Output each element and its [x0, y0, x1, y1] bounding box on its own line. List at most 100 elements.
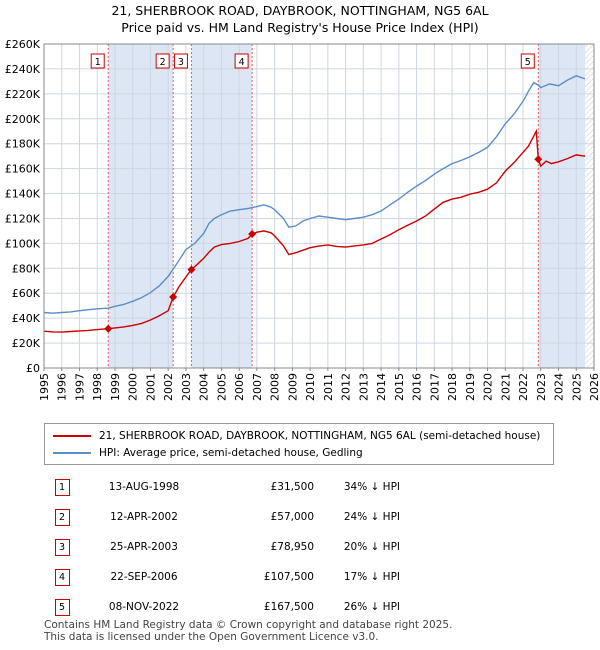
x-tick-label: 2016 — [411, 373, 424, 401]
transaction-price: £31,500 — [270, 481, 314, 493]
transaction-date: 12-APR-2002 — [110, 511, 178, 523]
y-tick-label: £160K — [5, 163, 41, 176]
legend-hpi-swatch — [53, 452, 91, 454]
x-tick-label: 2021 — [499, 373, 512, 401]
hpi-series-line — [43, 75, 586, 314]
sale-label: 3 — [178, 57, 184, 68]
plot-frame — [43, 43, 595, 369]
legend-hpi-label: HPI: Average price, semi-detached house,… — [99, 447, 363, 459]
x-tick-label: 1996 — [56, 373, 69, 401]
x-tick-label: 2008 — [269, 373, 282, 401]
price-chart: 1 2 3 4 5 £0 £20K £40K £60K £80K £100K £120K £140K £1… — [5, 38, 600, 401]
x-tick-label: 2002 — [162, 373, 175, 401]
chart-title: 21, SHERBROOK ROAD, DAYBROOK, NOTTINGHAM… — [111, 3, 489, 18]
legend-item-property: 21, SHERBROOK ROAD, DAYBROOK, NOTTINGHAM… — [53, 428, 540, 444]
sale-label-box — [173, 53, 188, 69]
y-tick-label: £0 — [26, 362, 40, 375]
footer-licence: This data is licensed under the Open Gov… — [44, 631, 379, 643]
sale-label-box — [520, 53, 535, 69]
x-tick-label: 2019 — [464, 373, 477, 401]
y-tick-label: £100K — [5, 237, 41, 250]
x-tick-label: 2013 — [357, 373, 370, 401]
sale-label-box — [155, 53, 170, 69]
property-series-line — [43, 128, 586, 333]
y-tick-label: £220K — [5, 88, 41, 101]
sale-label-box — [234, 53, 249, 69]
x-tick-label: 2025 — [570, 373, 583, 401]
x-tick-label: 2026 — [588, 373, 600, 401]
x-tick-label: 1999 — [109, 373, 122, 401]
transaction-price: £107,500 — [263, 571, 314, 583]
transaction-date: 13-AUG-1998 — [108, 481, 180, 493]
y-tick-label: £40K — [12, 312, 41, 325]
x-tick-label: 2012 — [340, 373, 353, 401]
x-tick-label: 2024 — [553, 373, 566, 401]
sale-point — [534, 155, 543, 164]
chart-subtitle: Price paid vs. HM Land Registry's House … — [121, 20, 479, 35]
transaction-number: 3 — [54, 538, 70, 556]
x-tick-label: 2023 — [535, 373, 548, 401]
legend-property-swatch — [53, 435, 91, 437]
x-tick-label: 2011 — [322, 373, 335, 401]
transaction-number: 2 — [54, 508, 70, 526]
x-tick-label: 2009 — [286, 373, 299, 401]
transaction-date: 08-NOV-2022 — [108, 601, 180, 613]
x-tick-label: 2018 — [446, 373, 459, 401]
sale-label: 1 — [95, 57, 101, 68]
y-tick-label: £140K — [5, 188, 41, 201]
x-tick-label: 2005 — [215, 373, 228, 401]
x-tick-label: 1997 — [73, 373, 86, 401]
legend: 21, SHERBROOK ROAD, DAYBROOK, NOTTINGHAM… — [44, 423, 554, 465]
sale-point — [248, 230, 257, 239]
x-tick-label: 2017 — [428, 373, 441, 401]
sale-label: 2 — [160, 57, 166, 68]
transaction-number: 5 — [54, 598, 70, 616]
transaction-date: 25-APR-2003 — [110, 541, 178, 553]
transaction-hpi: 17% ↓ HPI — [343, 571, 400, 583]
x-tick-label: 2006 — [233, 373, 246, 401]
transaction-row: 3 25-APR-2003 £78,950 20% ↓ HPI — [40, 532, 400, 562]
sale-label: 4 — [239, 57, 245, 68]
y-tick-label: £260K — [5, 38, 41, 51]
shaded-period — [538, 44, 586, 368]
y-tick-label: £200K — [5, 113, 41, 126]
y-tick-label: £80K — [12, 262, 41, 275]
x-tick-label: 2007 — [251, 373, 264, 401]
x-tick-label: 2003 — [180, 373, 193, 401]
x-tick-label: 2000 — [127, 373, 140, 401]
transaction-price: £57,000 — [270, 511, 314, 523]
transaction-price: £78,950 — [270, 541, 314, 553]
footer-copyright: Contains HM Land Registry data © Crown c… — [44, 619, 453, 631]
transaction-hpi: 24% ↓ HPI — [343, 511, 400, 523]
transaction-row: 2 12-APR-2002 £57,000 24% ↓ HPI — [40, 502, 400, 532]
y-tick-label: £60K — [12, 287, 41, 300]
sale-point — [104, 324, 113, 333]
footer: Contains HM Land Registry data © Crown c… — [44, 619, 452, 643]
y-tick-label: £20K — [12, 337, 41, 350]
transaction-hpi: 34% ↓ HPI — [343, 481, 400, 493]
sale-point — [187, 265, 196, 274]
x-tick-label: 2010 — [304, 373, 317, 401]
x-tick-label: 2020 — [482, 373, 495, 401]
transaction-row: 1 13-AUG-1998 £31,500 34% ↓ HPI — [40, 472, 400, 502]
transaction-row: 5 08-NOV-2022 £167,500 26% ↓ HPI — [40, 592, 400, 622]
x-tick-label: 1995 — [38, 373, 51, 401]
x-tick-label: 2022 — [517, 373, 530, 401]
transaction-hpi: 26% ↓ HPI — [343, 601, 400, 613]
transaction-number: 4 — [54, 568, 70, 586]
legend-property-label: 21, SHERBROOK ROAD, DAYBROOK, NOTTINGHAM… — [99, 430, 541, 442]
y-tick-label: £120K — [5, 212, 41, 225]
transaction-hpi: 20% ↓ HPI — [343, 541, 400, 553]
x-tick-label: 2015 — [393, 373, 406, 401]
x-tick-label: 2001 — [144, 373, 157, 401]
x-tick-label: 2004 — [198, 373, 211, 401]
y-tick-label: £180K — [5, 138, 41, 151]
transaction-row: 4 22-SEP-2006 £107,500 17% ↓ HPI — [40, 562, 400, 592]
x-tick-label: 1998 — [91, 373, 104, 401]
future-hatch — [585, 44, 594, 368]
transactions-table: 1 13-AUG-1998 £31,500 34% ↓ HPI 2 12-APR-2002… — [40, 472, 400, 622]
transaction-price: £167,500 — [263, 601, 314, 613]
transaction-date: 22-SEP-2006 — [110, 571, 178, 583]
shaded-period — [108, 44, 174, 368]
legend-item-hpi: HPI: Average price, semi-detached house,… — [53, 445, 363, 461]
